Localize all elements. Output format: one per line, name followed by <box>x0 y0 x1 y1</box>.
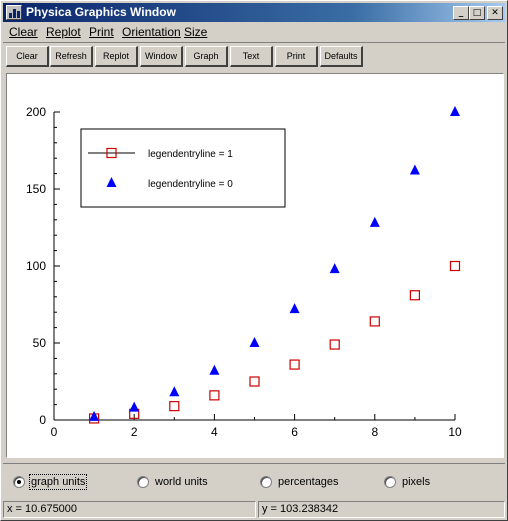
triangle-data-point <box>129 401 140 412</box>
legend-box <box>80 128 286 208</box>
menu-print[interactable]: Print <box>89 25 114 39</box>
square-data-point <box>449 260 461 272</box>
menu-bar: Clear Replot Print Orientation Size <box>3 23 505 41</box>
text-button[interactable]: Text <box>230 46 273 67</box>
status-x-coordinate: x = 10.675000 <box>3 501 256 518</box>
triangle-data-point <box>169 386 180 397</box>
window-title: Physica Graphics Window <box>26 5 176 19</box>
x-tick-label: 0 <box>51 425 58 439</box>
radio-graph-units[interactable]: graph units <box>13 474 88 490</box>
square-data-point <box>409 290 420 301</box>
radio-label: percentages <box>278 476 339 488</box>
menu-orientation[interactable]: Orientation <box>122 25 181 39</box>
menu-replot[interactable]: Replot <box>46 25 81 39</box>
triangle-data-point <box>409 164 420 175</box>
graph-button[interactable]: Graph <box>185 46 228 67</box>
maximize-button[interactable]: □ <box>469 6 485 20</box>
minimize-button[interactable]: _ <box>453 6 469 20</box>
x-tick-label: 4 <box>211 425 218 439</box>
triangle-data-point <box>249 337 260 347</box>
triangle-data-point <box>369 216 380 227</box>
legend-label-series-2: legendentryline = 0 <box>148 179 233 190</box>
triangle-data-point <box>289 303 300 314</box>
square-data-point <box>249 376 260 387</box>
x-tick-label: 10 <box>448 425 462 439</box>
triangle-data-point <box>329 263 340 274</box>
y-tick-label: 200 <box>26 105 46 119</box>
x-tick-label: 6 <box>291 425 298 439</box>
radio-percentages[interactable]: percentages <box>260 476 339 488</box>
radio-label: graph units <box>28 474 88 490</box>
y-tick-label: 50 <box>33 336 47 350</box>
radio-indicator[interactable] <box>13 476 25 488</box>
triangle-data-point <box>450 106 460 116</box>
legend-label-series-1: legendentryline = 1 <box>148 149 233 160</box>
square-data-point <box>209 390 220 401</box>
toolbar: Clear Refresh Replot Window Graph Text P… <box>3 42 505 70</box>
window-button[interactable]: Window <box>140 46 183 67</box>
square-data-point <box>329 339 340 350</box>
radio-world-units[interactable]: world units <box>137 476 208 488</box>
legend-triangle-marker <box>106 177 117 187</box>
plot-canvas[interactable]: 0 2 4 6 8 10 0 50 100 150 200 legendentryline = 1 le… <box>6 73 504 458</box>
radio-indicator[interactable] <box>384 476 396 488</box>
triangle-data-point <box>89 410 100 421</box>
status-bar: x = 10.675000 y = 103.238342 <box>3 501 505 519</box>
defaults-button[interactable]: Defaults <box>320 46 363 67</box>
menu-clear[interactable]: Clear <box>9 25 38 39</box>
legend-square-marker <box>106 147 117 159</box>
print-button[interactable]: Print <box>275 46 318 67</box>
square-data-point <box>369 316 380 327</box>
radio-label: pixels <box>402 476 431 488</box>
radio-label: world units <box>155 476 208 488</box>
radio-indicator[interactable] <box>260 476 272 488</box>
radio-pixels[interactable]: pixels <box>384 476 430 488</box>
y-tick-label: 100 <box>26 259 46 273</box>
close-button[interactable]: ✕ <box>487 6 503 20</box>
status-y-coordinate: y = 103.238342 <box>258 501 505 518</box>
menu-size[interactable]: Size <box>184 25 208 39</box>
title-bar[interactable]: Physica Graphics Window _ □ ✕ <box>3 3 505 22</box>
replot-button[interactable]: Replot <box>95 46 138 67</box>
x-tick-label: 2 <box>131 425 138 439</box>
triangle-data-point <box>209 364 220 375</box>
y-tick-label: 0 <box>39 413 46 427</box>
refresh-button[interactable]: Refresh <box>50 46 93 67</box>
square-data-point <box>289 359 300 370</box>
clear-button[interactable]: Clear <box>6 46 49 67</box>
app-chart-icon[interactable] <box>6 5 22 20</box>
y-tick-label: 150 <box>26 182 46 196</box>
square-data-point <box>169 401 180 412</box>
units-radio-group: graph units world units percentages pixe… <box>3 463 505 499</box>
x-tick-label: 8 <box>371 425 378 439</box>
radio-indicator[interactable] <box>137 476 149 488</box>
